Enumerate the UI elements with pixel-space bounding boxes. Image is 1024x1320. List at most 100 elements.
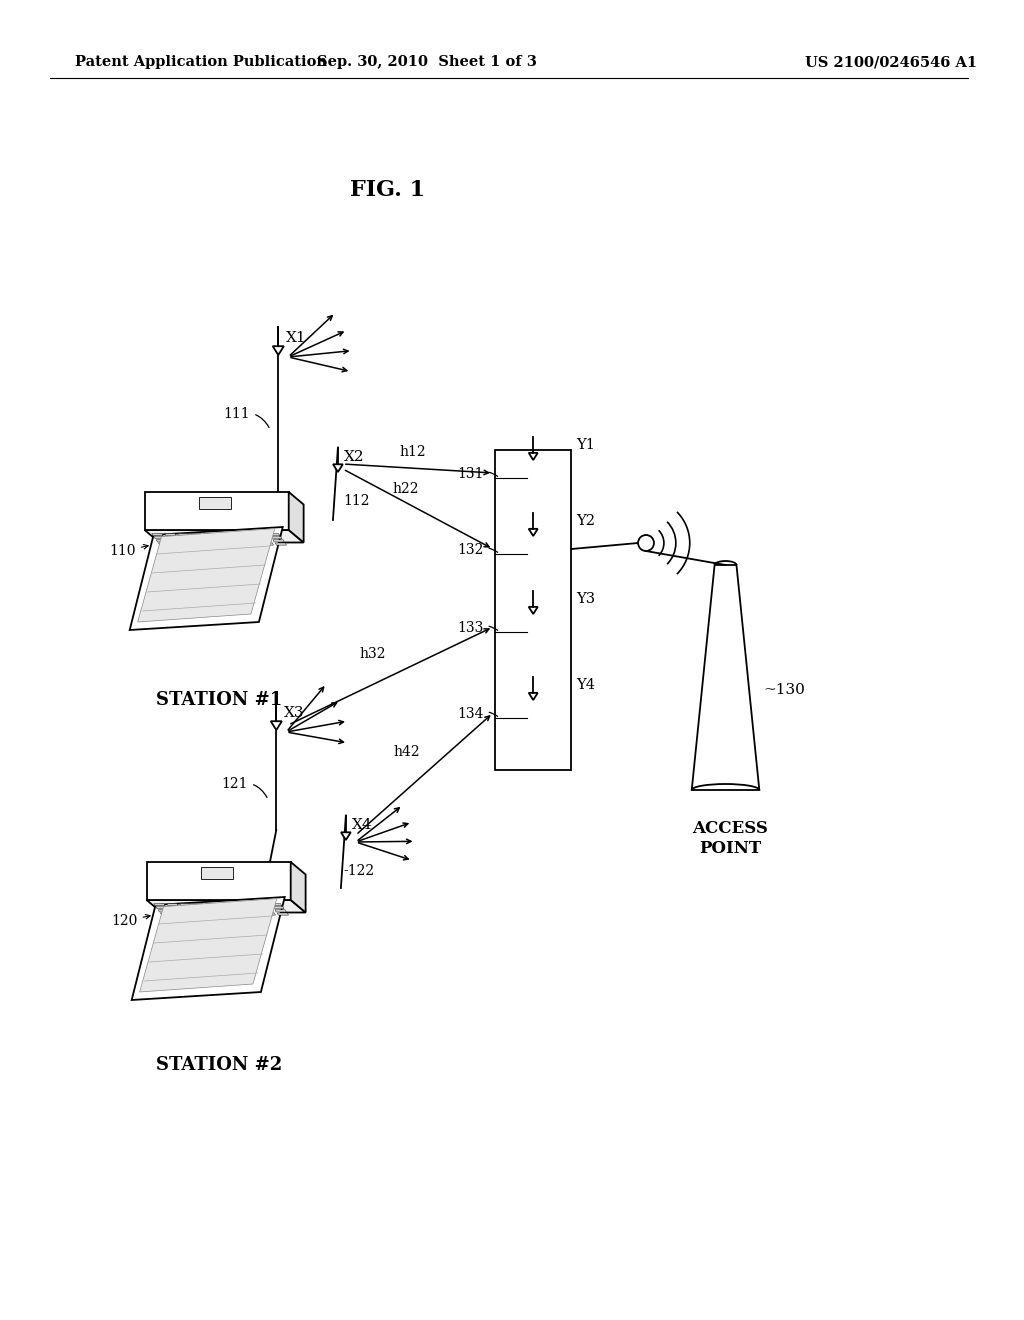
Text: Patent Application Publication: Patent Application Publication — [75, 55, 327, 69]
Polygon shape — [528, 607, 538, 614]
Polygon shape — [130, 527, 283, 630]
Polygon shape — [229, 533, 241, 536]
Text: ACCESS
POINT: ACCESS POINT — [692, 820, 768, 857]
Polygon shape — [247, 907, 258, 909]
Polygon shape — [169, 907, 180, 909]
Polygon shape — [528, 693, 538, 700]
Text: Sep. 30, 2010  Sheet 1 of 3: Sep. 30, 2010 Sheet 1 of 3 — [317, 55, 538, 69]
Text: 134: 134 — [457, 708, 498, 721]
Text: Y4: Y4 — [577, 678, 595, 692]
Polygon shape — [146, 900, 305, 912]
Text: X2: X2 — [344, 450, 365, 465]
Text: ~130: ~130 — [763, 682, 805, 697]
Polygon shape — [221, 907, 232, 909]
Polygon shape — [243, 533, 254, 536]
Polygon shape — [206, 904, 217, 906]
Circle shape — [638, 535, 654, 550]
Text: 121: 121 — [221, 777, 267, 797]
Polygon shape — [154, 904, 165, 906]
Polygon shape — [528, 453, 538, 459]
Text: -122: -122 — [343, 865, 374, 878]
Polygon shape — [195, 907, 206, 909]
Text: h22: h22 — [393, 482, 419, 496]
Text: 112: 112 — [343, 494, 370, 508]
Text: h32: h32 — [359, 647, 386, 661]
Polygon shape — [268, 533, 280, 536]
Polygon shape — [186, 913, 198, 915]
Text: Y2: Y2 — [577, 513, 595, 528]
Polygon shape — [182, 540, 194, 543]
Polygon shape — [154, 537, 165, 539]
Polygon shape — [275, 909, 287, 912]
Polygon shape — [210, 909, 221, 912]
Polygon shape — [184, 909, 196, 912]
Polygon shape — [221, 540, 232, 543]
Polygon shape — [208, 540, 219, 543]
Polygon shape — [251, 913, 262, 915]
Text: Y1: Y1 — [577, 438, 595, 451]
Text: Y3: Y3 — [577, 591, 596, 606]
Text: 120: 120 — [112, 913, 151, 928]
Polygon shape — [210, 543, 221, 545]
Polygon shape — [167, 904, 178, 906]
Polygon shape — [144, 531, 304, 543]
Polygon shape — [219, 904, 229, 906]
Polygon shape — [173, 913, 184, 915]
Polygon shape — [167, 537, 178, 539]
Polygon shape — [165, 533, 176, 536]
Polygon shape — [180, 537, 191, 539]
Polygon shape — [223, 909, 234, 912]
Bar — [200, 496, 231, 510]
Polygon shape — [333, 465, 343, 473]
Polygon shape — [156, 907, 167, 909]
Polygon shape — [190, 533, 202, 536]
Polygon shape — [272, 907, 284, 909]
Polygon shape — [528, 529, 538, 536]
Polygon shape — [273, 540, 285, 543]
Polygon shape — [204, 533, 215, 536]
Polygon shape — [264, 913, 275, 915]
Text: h12: h12 — [399, 446, 426, 459]
Polygon shape — [245, 904, 256, 906]
Polygon shape — [180, 904, 190, 906]
Text: 131: 131 — [457, 467, 498, 480]
Polygon shape — [289, 492, 304, 543]
Polygon shape — [245, 537, 256, 539]
Text: 110: 110 — [110, 544, 148, 558]
Polygon shape — [184, 543, 196, 545]
Polygon shape — [258, 537, 269, 539]
Polygon shape — [249, 543, 260, 545]
Polygon shape — [237, 543, 248, 545]
Polygon shape — [223, 543, 234, 545]
Polygon shape — [208, 907, 219, 909]
Polygon shape — [262, 909, 273, 912]
Polygon shape — [152, 533, 163, 536]
Polygon shape — [217, 533, 228, 536]
Polygon shape — [262, 543, 273, 545]
Polygon shape — [171, 543, 182, 545]
Text: 111: 111 — [223, 407, 269, 428]
Polygon shape — [272, 346, 284, 355]
Text: 132: 132 — [457, 543, 498, 557]
Polygon shape — [198, 909, 209, 912]
Polygon shape — [146, 862, 291, 900]
Polygon shape — [341, 833, 351, 840]
Polygon shape — [169, 540, 180, 543]
Polygon shape — [270, 537, 282, 539]
Text: X3: X3 — [285, 706, 305, 719]
Polygon shape — [159, 543, 170, 545]
Polygon shape — [260, 540, 271, 543]
Polygon shape — [139, 899, 276, 993]
Polygon shape — [225, 913, 237, 915]
Text: X4: X4 — [352, 818, 373, 832]
Text: STATION #1: STATION #1 — [156, 690, 282, 709]
Polygon shape — [692, 565, 760, 789]
Text: X1: X1 — [287, 331, 307, 345]
Bar — [495, 450, 571, 770]
Polygon shape — [193, 904, 204, 906]
Polygon shape — [239, 913, 250, 915]
Polygon shape — [212, 913, 223, 915]
Polygon shape — [256, 533, 267, 536]
Polygon shape — [178, 533, 189, 536]
Polygon shape — [171, 909, 182, 912]
